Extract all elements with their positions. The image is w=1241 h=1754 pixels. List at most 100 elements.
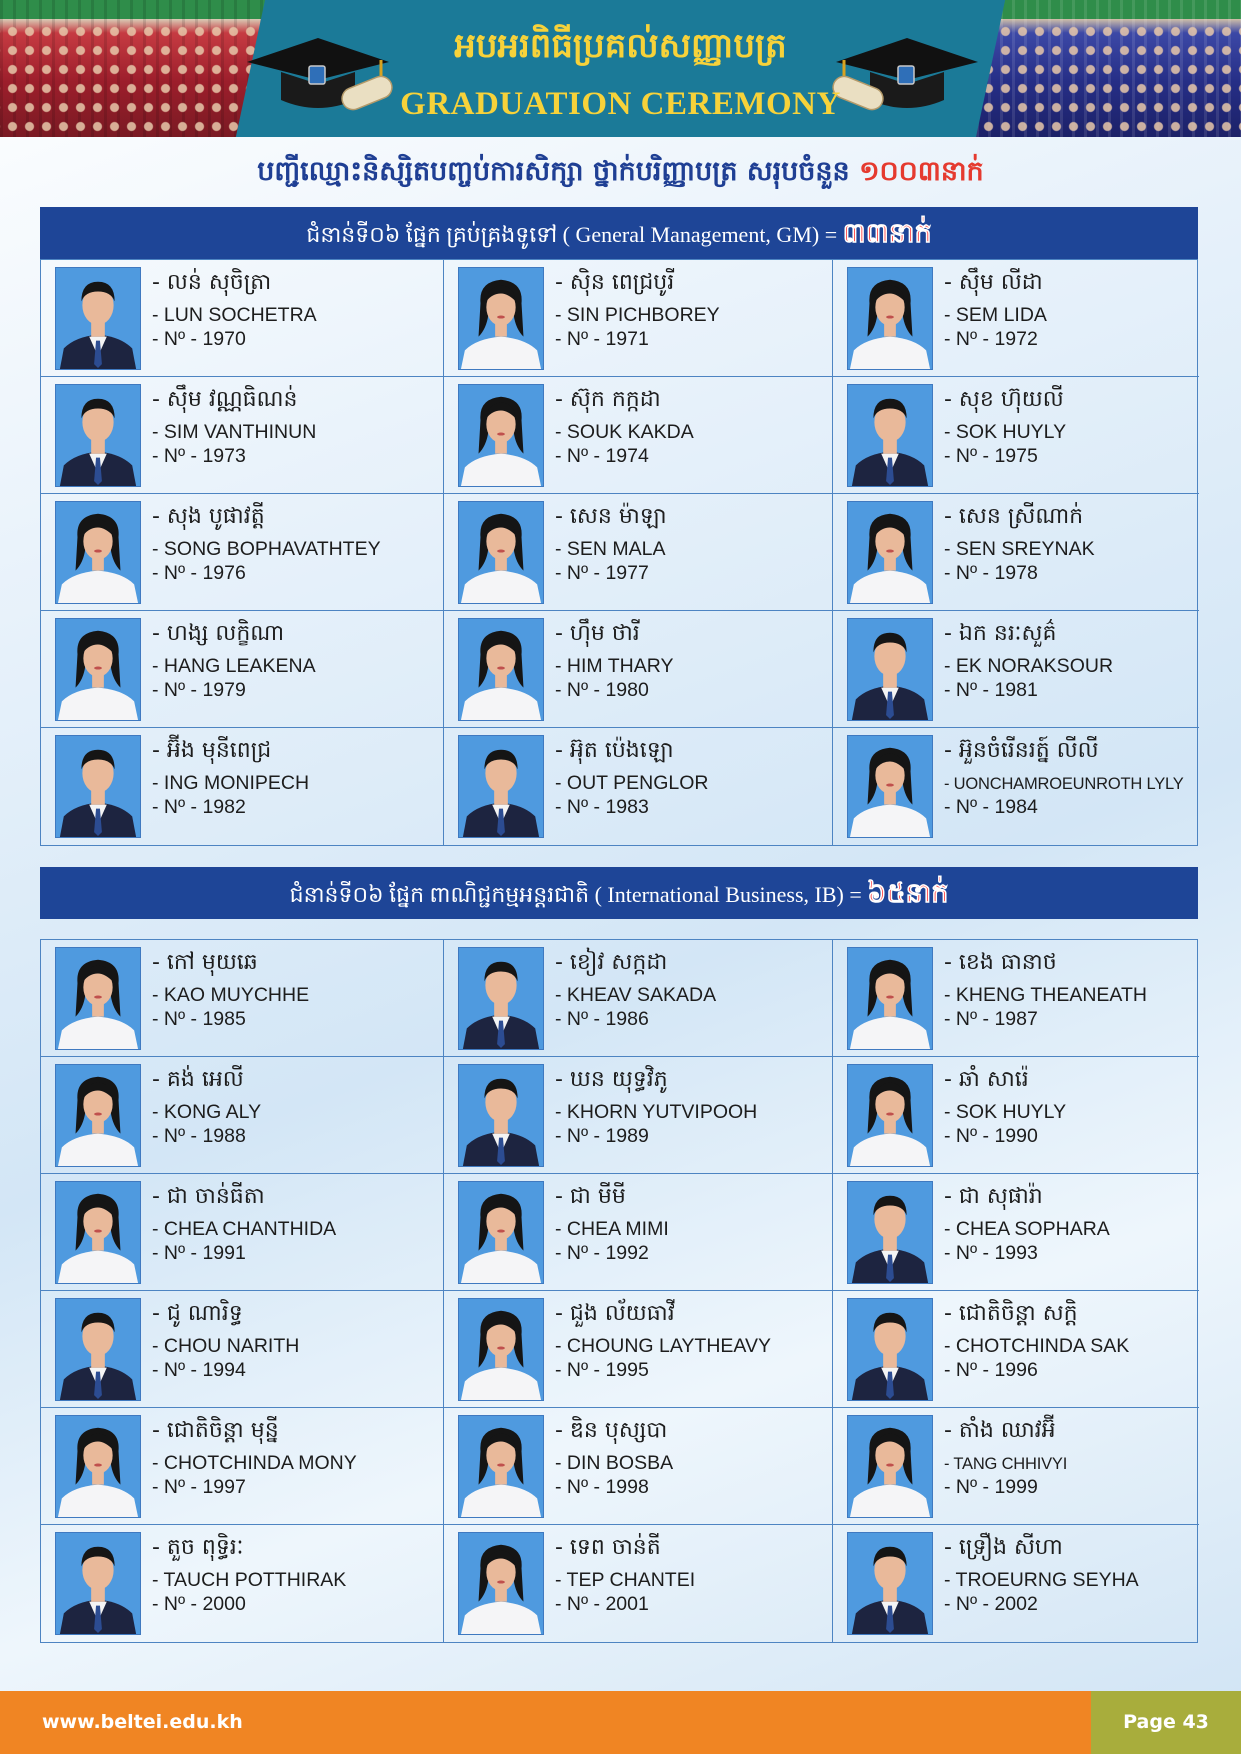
student-name-english: - KHORN YUTVIPOOH xyxy=(555,1101,758,1123)
student-card: - ទេព ចាន់តី - TEP CHANTEI - Nº - 2001 xyxy=(444,1525,833,1642)
student-photo xyxy=(55,384,141,487)
student-number: - Nº - 1983 xyxy=(555,796,649,818)
student-name-khmer: - តួច ពុទ្ធិរៈ xyxy=(152,1535,244,1560)
student-name-khmer: - ស៊ុក កក្កដា xyxy=(555,387,661,412)
student-name-english: - UONCHAMROEUNROTH LYLY xyxy=(944,775,1184,793)
student-name-khmer: - លន់ សុចិត្រា xyxy=(152,270,272,295)
student-name-english: - ING MONIPECH xyxy=(152,772,310,794)
student-name-english: - SIN PICHBOREY xyxy=(555,304,720,326)
student-name-khmer: - សុខ ហ៊ុយលី xyxy=(944,387,1064,412)
student-name-english: - SEM LIDA xyxy=(944,304,1047,326)
student-card: - ខៀវ សក្កដា - KHEAV SAKADA - Nº - 1986 xyxy=(444,940,833,1057)
student-name-khmer: - ឆាំ សារ៉េ xyxy=(944,1067,1029,1092)
student-name-khmer: - ឃន យុទ្ធវិភូ xyxy=(555,1067,668,1092)
student-name-english: - EK NORAKSOUR xyxy=(944,655,1114,677)
student-number: - Nº - 1989 xyxy=(555,1125,649,1147)
student-number: - Nº - 1993 xyxy=(944,1242,1038,1264)
student-number: - Nº - 1980 xyxy=(555,679,649,701)
student-name-khmer: - អ៊ួនចំរើនរត្ន៍ លីលី xyxy=(944,738,1099,763)
student-photo xyxy=(847,735,933,838)
student-card: - អ៊ួនចំរើនរត្ន៍ លីលី - UONCHAMROEUNROTH … xyxy=(833,728,1199,845)
student-name-khmer: - ជោតិចិន្តា សក្តិ xyxy=(944,1301,1078,1326)
student-card: - ស៊ឹម វណ្ណធិណន់ - SIM VANTHINUN - Nº - 19… xyxy=(41,377,444,494)
student-photo xyxy=(458,501,544,604)
student-card: - កៅ មុយឆេ - KAO MUYCHHE - Nº - 1985 xyxy=(41,940,444,1057)
student-name-english: - CHOTCHINDA MONY xyxy=(152,1452,357,1474)
student-photo xyxy=(847,501,933,604)
student-photo xyxy=(55,267,141,370)
section-heading-text: ជំនាន់ទី០៦ ផ្នែក គ្រប់គ្រងទូទៅ ( General… xyxy=(306,222,838,247)
student-photo xyxy=(55,735,141,838)
student-card: - គង់ អេលី - KONG ALY - Nº - 1988 xyxy=(41,1057,444,1174)
page-title: បញ្ជីឈ្មោះនិស្សិតបញ្ចប់ការសិក្សា ថ្នាក់ប… xyxy=(0,150,1241,194)
student-name-khmer: - សុង បូផាវត្តី xyxy=(152,504,265,529)
student-card: - សេន ម៉ាឡា - SEN MALA - Nº - 1977 xyxy=(444,494,833,611)
student-number: - Nº - 1992 xyxy=(555,1242,649,1264)
student-number: - Nº - 1976 xyxy=(152,562,246,584)
student-name-english: - SEN SREYNAK xyxy=(944,538,1095,560)
student-name-khmer: - ជោតិចិន្តា មុន្នី xyxy=(152,1418,279,1443)
student-card: - ឃន យុទ្ធវិភូ - KHORN YUTVIPOOH - Nº - 19… xyxy=(444,1057,833,1174)
student-card: - សេន ស្រីណាក់ - SEN SREYNAK - Nº - 1978 xyxy=(833,494,1199,611)
student-card: - ជូ ណារិទ្ធ - CHOU NARITH - Nº - 1994 xyxy=(41,1291,444,1408)
banner-title-khmer: អបអរពិធីប្រគល់សញ្ញាបត្រ xyxy=(454,26,787,66)
student-photo xyxy=(847,1298,933,1401)
student-card: - ឆាំ សារ៉េ - SOK HUYLY - Nº - 1990 xyxy=(833,1057,1199,1174)
section-heading-text: ជំនាន់ទី០៦ ផ្នែក ពាណិជ្ជកម្មអន្តរជាតិ ( … xyxy=(289,882,862,907)
student-photo xyxy=(458,1181,544,1284)
page-number-box: Page 43 xyxy=(1091,1691,1241,1754)
student-name-english: - TAUCH POTTHIRAK xyxy=(152,1569,347,1591)
student-number: - Nº - 1999 xyxy=(944,1476,1038,1498)
student-photo xyxy=(847,384,933,487)
student-name-khmer: - គង់ អេលី xyxy=(152,1067,244,1092)
student-number: - Nº - 1978 xyxy=(944,562,1038,584)
student-card: - ហង្ស លក្ខិណា - HANG LEAKENA - Nº - 1979 xyxy=(41,611,444,728)
student-name-english: - CHOUNG LAYTHEAVY xyxy=(555,1335,771,1357)
student-card: - ស៊ិន ពេជ្របូរី - SIN PICHBOREY - Nº - 19… xyxy=(444,260,833,377)
student-name-khmer: - ជួង ល័យធាវី xyxy=(555,1301,675,1326)
page-number: Page 43 xyxy=(1123,1711,1209,1733)
student-number: - Nº - 1971 xyxy=(555,328,649,350)
student-name-english: - CHOTCHINDA SAK xyxy=(944,1335,1130,1357)
banner-title-english: GRADUATION CEREMONY xyxy=(400,86,841,122)
student-number: - Nº - 1990 xyxy=(944,1125,1038,1147)
student-name-khmer: - សេន ស្រីណាក់ xyxy=(944,504,1084,529)
student-number: - Nº - 1977 xyxy=(555,562,649,584)
student-number: - Nº - 1991 xyxy=(152,1242,246,1264)
student-name-khmer: - ឌិន បុស្សបា xyxy=(555,1418,668,1443)
student-number: - Nº - 1997 xyxy=(152,1476,246,1498)
student-number: - Nº - 1972 xyxy=(944,328,1038,350)
student-name-khmer: - អ៊ីង មុនីពេជ្រ xyxy=(152,738,272,763)
section-count: ៦៥នាក់ xyxy=(867,878,949,909)
student-number: - Nº - 1974 xyxy=(555,445,649,467)
student-name-english: - SIM VANTHINUN xyxy=(152,421,317,443)
student-name-english: - SONG BOPHAVATHTEY xyxy=(152,538,381,560)
graduates-photo-right xyxy=(976,0,1241,137)
student-photo xyxy=(847,618,933,721)
section-header-ib: ជំនាន់ទី០៦ ផ្នែក ពាណិជ្ជកម្មអន្តរជាតិ ( … xyxy=(40,867,1198,919)
graduation-cap-icon xyxy=(247,38,393,111)
student-photo xyxy=(847,1532,933,1635)
student-name-english: - SOUK KAKDA xyxy=(555,421,694,443)
student-photo xyxy=(458,1415,544,1518)
student-photo xyxy=(458,267,544,370)
student-number: - Nº - 1975 xyxy=(944,445,1038,467)
student-name-khmer: - ជា សុផារ៉ា xyxy=(944,1184,1043,1209)
student-number: - Nº - 1994 xyxy=(152,1359,246,1381)
student-name-khmer: - អ៊ុត ប៉េងឡោ xyxy=(555,738,674,763)
student-number: - Nº - 1988 xyxy=(152,1125,246,1147)
student-photo xyxy=(458,735,544,838)
graduation-cap-icon-right xyxy=(832,38,978,111)
student-card: - ទ្រឿង សីហា - TROEURNG SEYHA - Nº - 2002 xyxy=(833,1525,1199,1642)
section-count: ៣៣នាក់ xyxy=(842,218,932,249)
student-number: - Nº - 1987 xyxy=(944,1008,1038,1030)
student-number: - Nº - 1973 xyxy=(152,445,246,467)
student-photo xyxy=(55,1298,141,1401)
student-photo xyxy=(847,1181,933,1284)
graduates-photo-left xyxy=(0,0,265,137)
student-card: - អ៊ុត ប៉េងឡោ - OUT PENGLOR - Nº - 1983 xyxy=(444,728,833,845)
student-name-khmer: - កៅ មុយឆេ xyxy=(152,950,258,975)
header-banner: អបអរពិធីប្រគល់សញ្ញាបត្រ GRADUATION CEREM… xyxy=(0,0,1241,137)
section-header-gm: ជំនាន់ទី០៦ ផ្នែក គ្រប់គ្រងទូទៅ ( General… xyxy=(40,207,1198,259)
student-card: - ឌិន បុស្សបា - DIN BOSBA - Nº - 1998 xyxy=(444,1408,833,1525)
